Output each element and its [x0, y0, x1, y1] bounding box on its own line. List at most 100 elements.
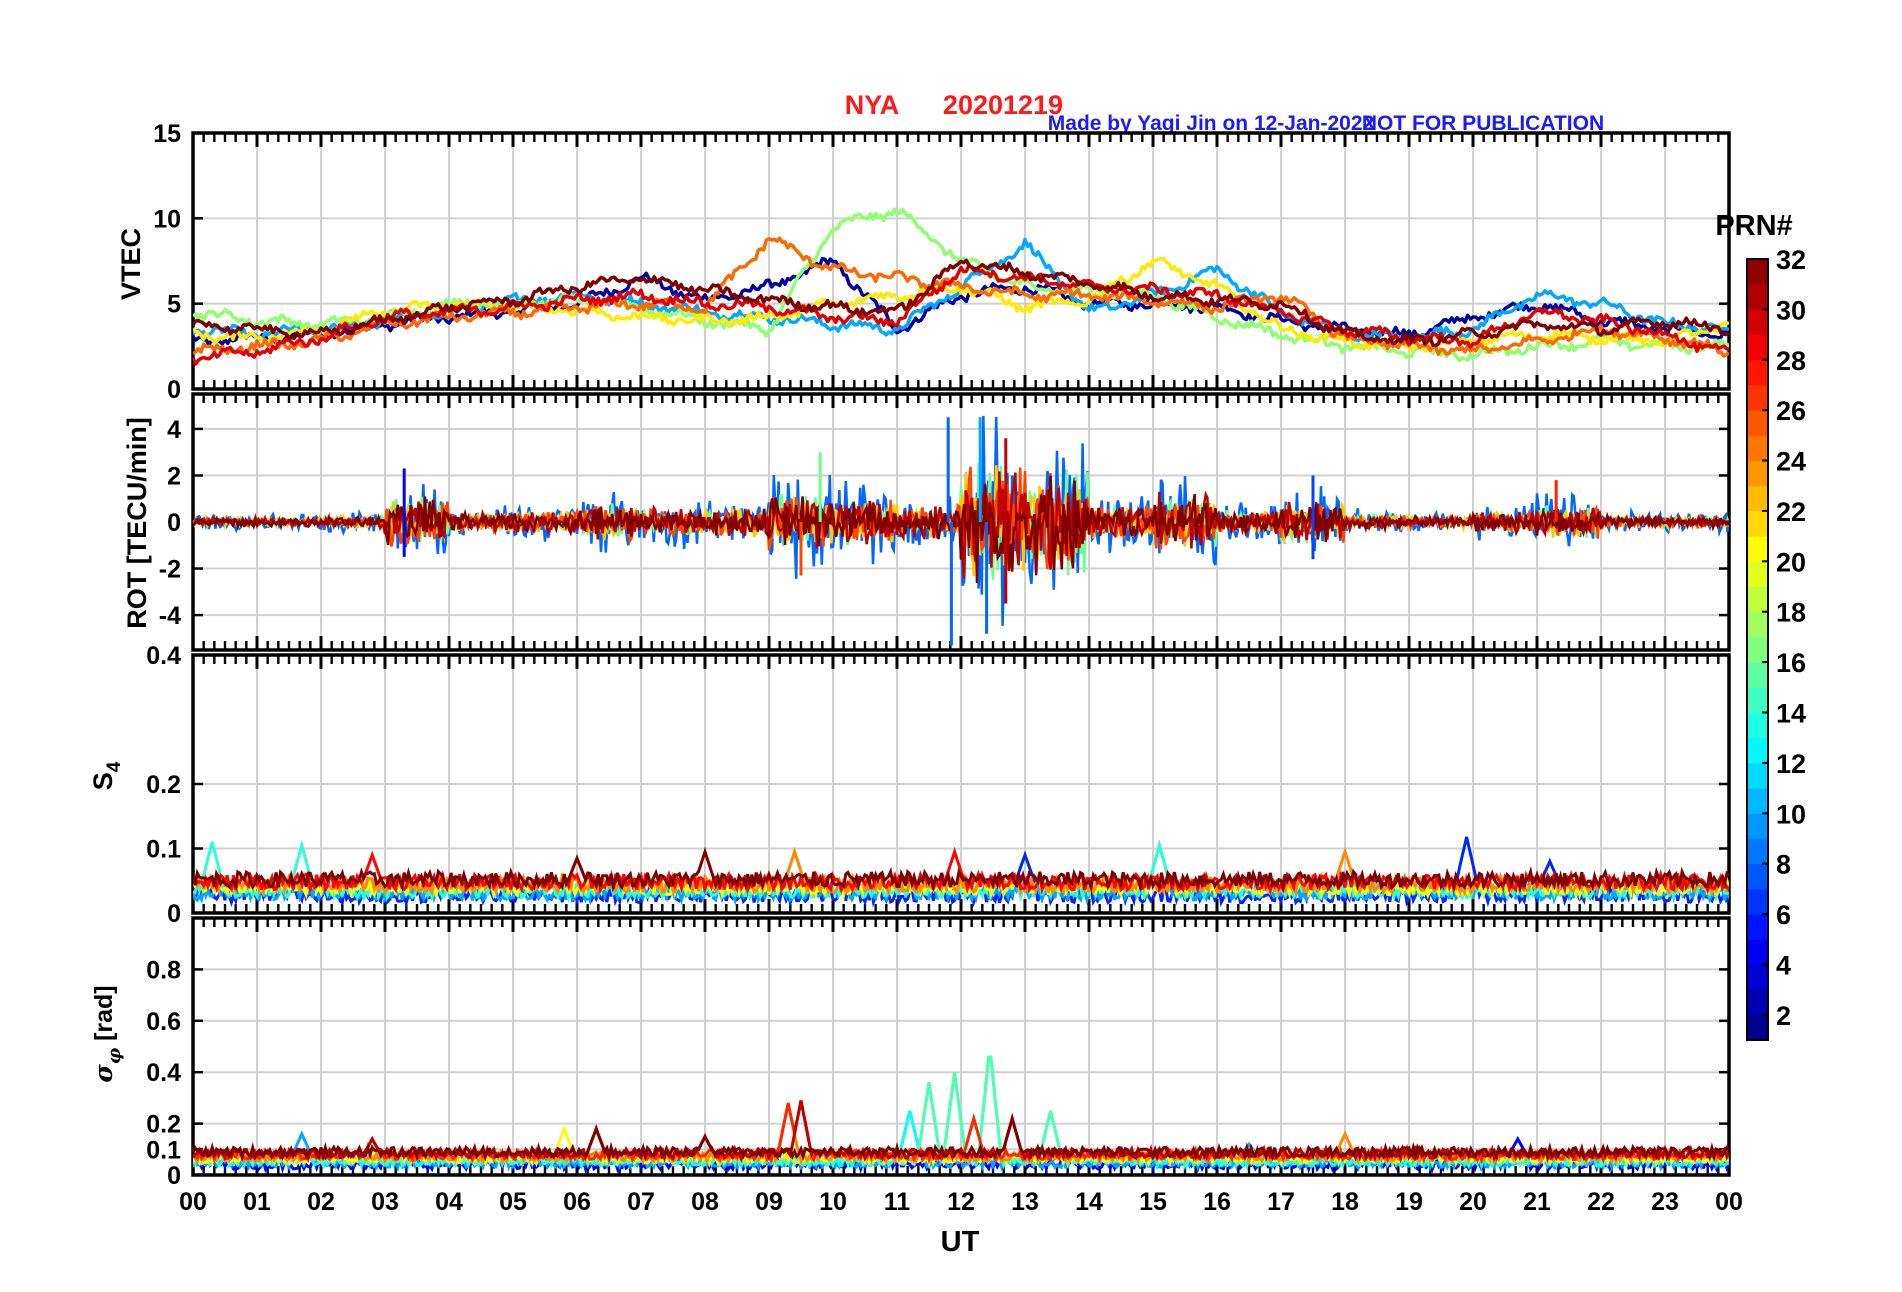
sigma-ytick-label: 0.1 — [146, 1136, 181, 1164]
x-tick-label: 05 — [499, 1188, 527, 1216]
colorbar-segment — [1747, 788, 1768, 814]
rot-axis-label: ROT [TECU/min] — [122, 417, 152, 628]
colorbar-segment — [1747, 989, 1768, 1016]
x-tick-label: 12 — [947, 1188, 975, 1216]
station-title: NYA — [845, 90, 900, 120]
colorbar-segment — [1747, 284, 1768, 310]
colorbar-segment — [1747, 914, 1768, 940]
x-tick-label: 23 — [1651, 1188, 1679, 1216]
colorbar-segment — [1747, 1014, 1768, 1041]
colorbar-tick-label: 18 — [1776, 598, 1806, 628]
s4-ytick-label: 0.1 — [146, 836, 181, 864]
rot-panel: -4 -2 0 2 4 — [159, 392, 1731, 652]
colorbar-segment — [1747, 259, 1768, 285]
x-tick-label: 00 — [1715, 1188, 1743, 1216]
colorbar-segment — [1747, 460, 1768, 487]
vtec-ytick-label: 10 — [153, 205, 181, 233]
x-tick-label: 06 — [563, 1188, 591, 1216]
colorbar-tick-label: 10 — [1776, 799, 1806, 829]
rot-ytick-label: 0 — [167, 509, 181, 537]
colorbar-segment — [1747, 384, 1768, 411]
colorbar-segment — [1747, 838, 1768, 865]
vtec-series-prn-2 — [193, 256, 1729, 347]
sigma-phi-panel: 00.10.2 0.4 0.6 0.8 — [146, 916, 1731, 1190]
rot-ytick-label: -2 — [159, 556, 181, 584]
colorbar-segment — [1747, 561, 1768, 588]
vtec-ytick-label: 5 — [167, 291, 181, 319]
colorbar-segment — [1747, 888, 1768, 915]
colorbar-tick-label: 32 — [1776, 245, 1806, 275]
colorbar-segment — [1747, 964, 1768, 991]
x-tick-label: 10 — [819, 1188, 847, 1216]
colorbar-tick-label: 6 — [1776, 900, 1791, 930]
colorbar-segment — [1747, 410, 1768, 436]
x-tick-label: 09 — [755, 1188, 783, 1216]
colorbar-tick-label: 8 — [1776, 850, 1791, 880]
colorbar-tick-label: 26 — [1776, 396, 1806, 426]
colorbar-segment — [1747, 662, 1768, 688]
s4-ytick-label: 0 — [167, 900, 181, 928]
colorbar-segment — [1747, 359, 1768, 386]
sigma-ytick-label: 0.8 — [146, 956, 181, 984]
colorbar-segment — [1747, 536, 1768, 562]
colorbar-tick-label: 4 — [1776, 950, 1791, 980]
x-axis-label: UT — [941, 1226, 980, 1258]
colorbar-segment — [1747, 586, 1768, 613]
x-tick-label: 07 — [627, 1188, 655, 1216]
x-tick-label: 04 — [435, 1188, 463, 1216]
x-tick-label: 20 — [1459, 1188, 1487, 1216]
colorbar-tick-label: 14 — [1776, 698, 1806, 728]
rot-ytick-label: 4 — [167, 416, 181, 444]
x-tick-label: 18 — [1331, 1188, 1359, 1216]
x-axis-ticks: 00 01 02 03 04 05 06 07 08 09 10 11 12 13 14 15 16 17 18 19… — [179, 1188, 1743, 1216]
colorbar-segment — [1747, 611, 1768, 638]
x-tick-label: 00 — [179, 1188, 207, 1216]
colorbar-segment — [1747, 813, 1768, 839]
x-tick-label: 16 — [1203, 1188, 1231, 1216]
sigma-ytick-label: 0.4 — [146, 1059, 181, 1087]
colorbar-segment — [1747, 510, 1768, 537]
sigma-ytick-label: 0.2 — [146, 1111, 181, 1139]
x-tick-label: 03 — [371, 1188, 399, 1216]
x-tick-label: 02 — [307, 1188, 335, 1216]
s4-series-prn-32 — [193, 846, 1729, 893]
rot-series-prn-32 — [193, 475, 1729, 584]
x-tick-label: 22 — [1587, 1188, 1615, 1216]
colorbar-tick-label: 20 — [1776, 547, 1806, 577]
x-tick-label: 21 — [1523, 1188, 1551, 1216]
x-tick-label: 17 — [1267, 1188, 1295, 1216]
colorbar-segment — [1747, 712, 1768, 739]
x-tick-label: 15 — [1139, 1188, 1167, 1216]
colorbar-segment — [1747, 762, 1768, 789]
credit-text: Made by Yaqi Jin on 12-Jan-2022 — [1048, 112, 1374, 135]
colorbar-tick-label: 16 — [1776, 648, 1806, 678]
x-tick-label: 19 — [1395, 1188, 1423, 1216]
x-tick-label: 13 — [1011, 1188, 1039, 1216]
colorbar-label: PRN# — [1715, 210, 1792, 242]
x-tick-label: 08 — [691, 1188, 719, 1216]
vtec-ytick-label: 15 — [153, 120, 181, 148]
vtec-series-prn-32 — [193, 258, 1729, 348]
colorbar-segment — [1747, 334, 1768, 361]
s4-ytick-label: 0.2 — [146, 771, 181, 799]
s4-ytick-label: 0.4 — [146, 642, 181, 670]
colorbar-segment — [1747, 435, 1768, 462]
colorbar-segment — [1747, 309, 1768, 336]
sigma-series-prn-30 — [193, 1100, 1729, 1164]
notice-text: NOT FOR PUBLICATION — [1362, 112, 1604, 135]
x-tick-label: 11 — [884, 1188, 911, 1216]
x-tick-label: 01 — [243, 1188, 271, 1216]
vtec-panel: 0 5 10 15 — [153, 120, 1731, 404]
colorbar-tick-label: 24 — [1776, 447, 1806, 477]
colorbar-segment — [1747, 939, 1768, 965]
sigma-ytick-label: 0 — [167, 1162, 181, 1190]
rot-ytick-label: -4 — [159, 602, 181, 630]
colorbar-tick-label: 30 — [1776, 295, 1806, 325]
colorbar-segment — [1747, 863, 1768, 890]
vtec-series-prn-25 — [193, 236, 1729, 358]
rot-ytick-label: 2 — [167, 462, 181, 490]
colorbar-tick-label: 12 — [1776, 749, 1806, 779]
vtec-axis-label: VTEC — [116, 228, 146, 300]
